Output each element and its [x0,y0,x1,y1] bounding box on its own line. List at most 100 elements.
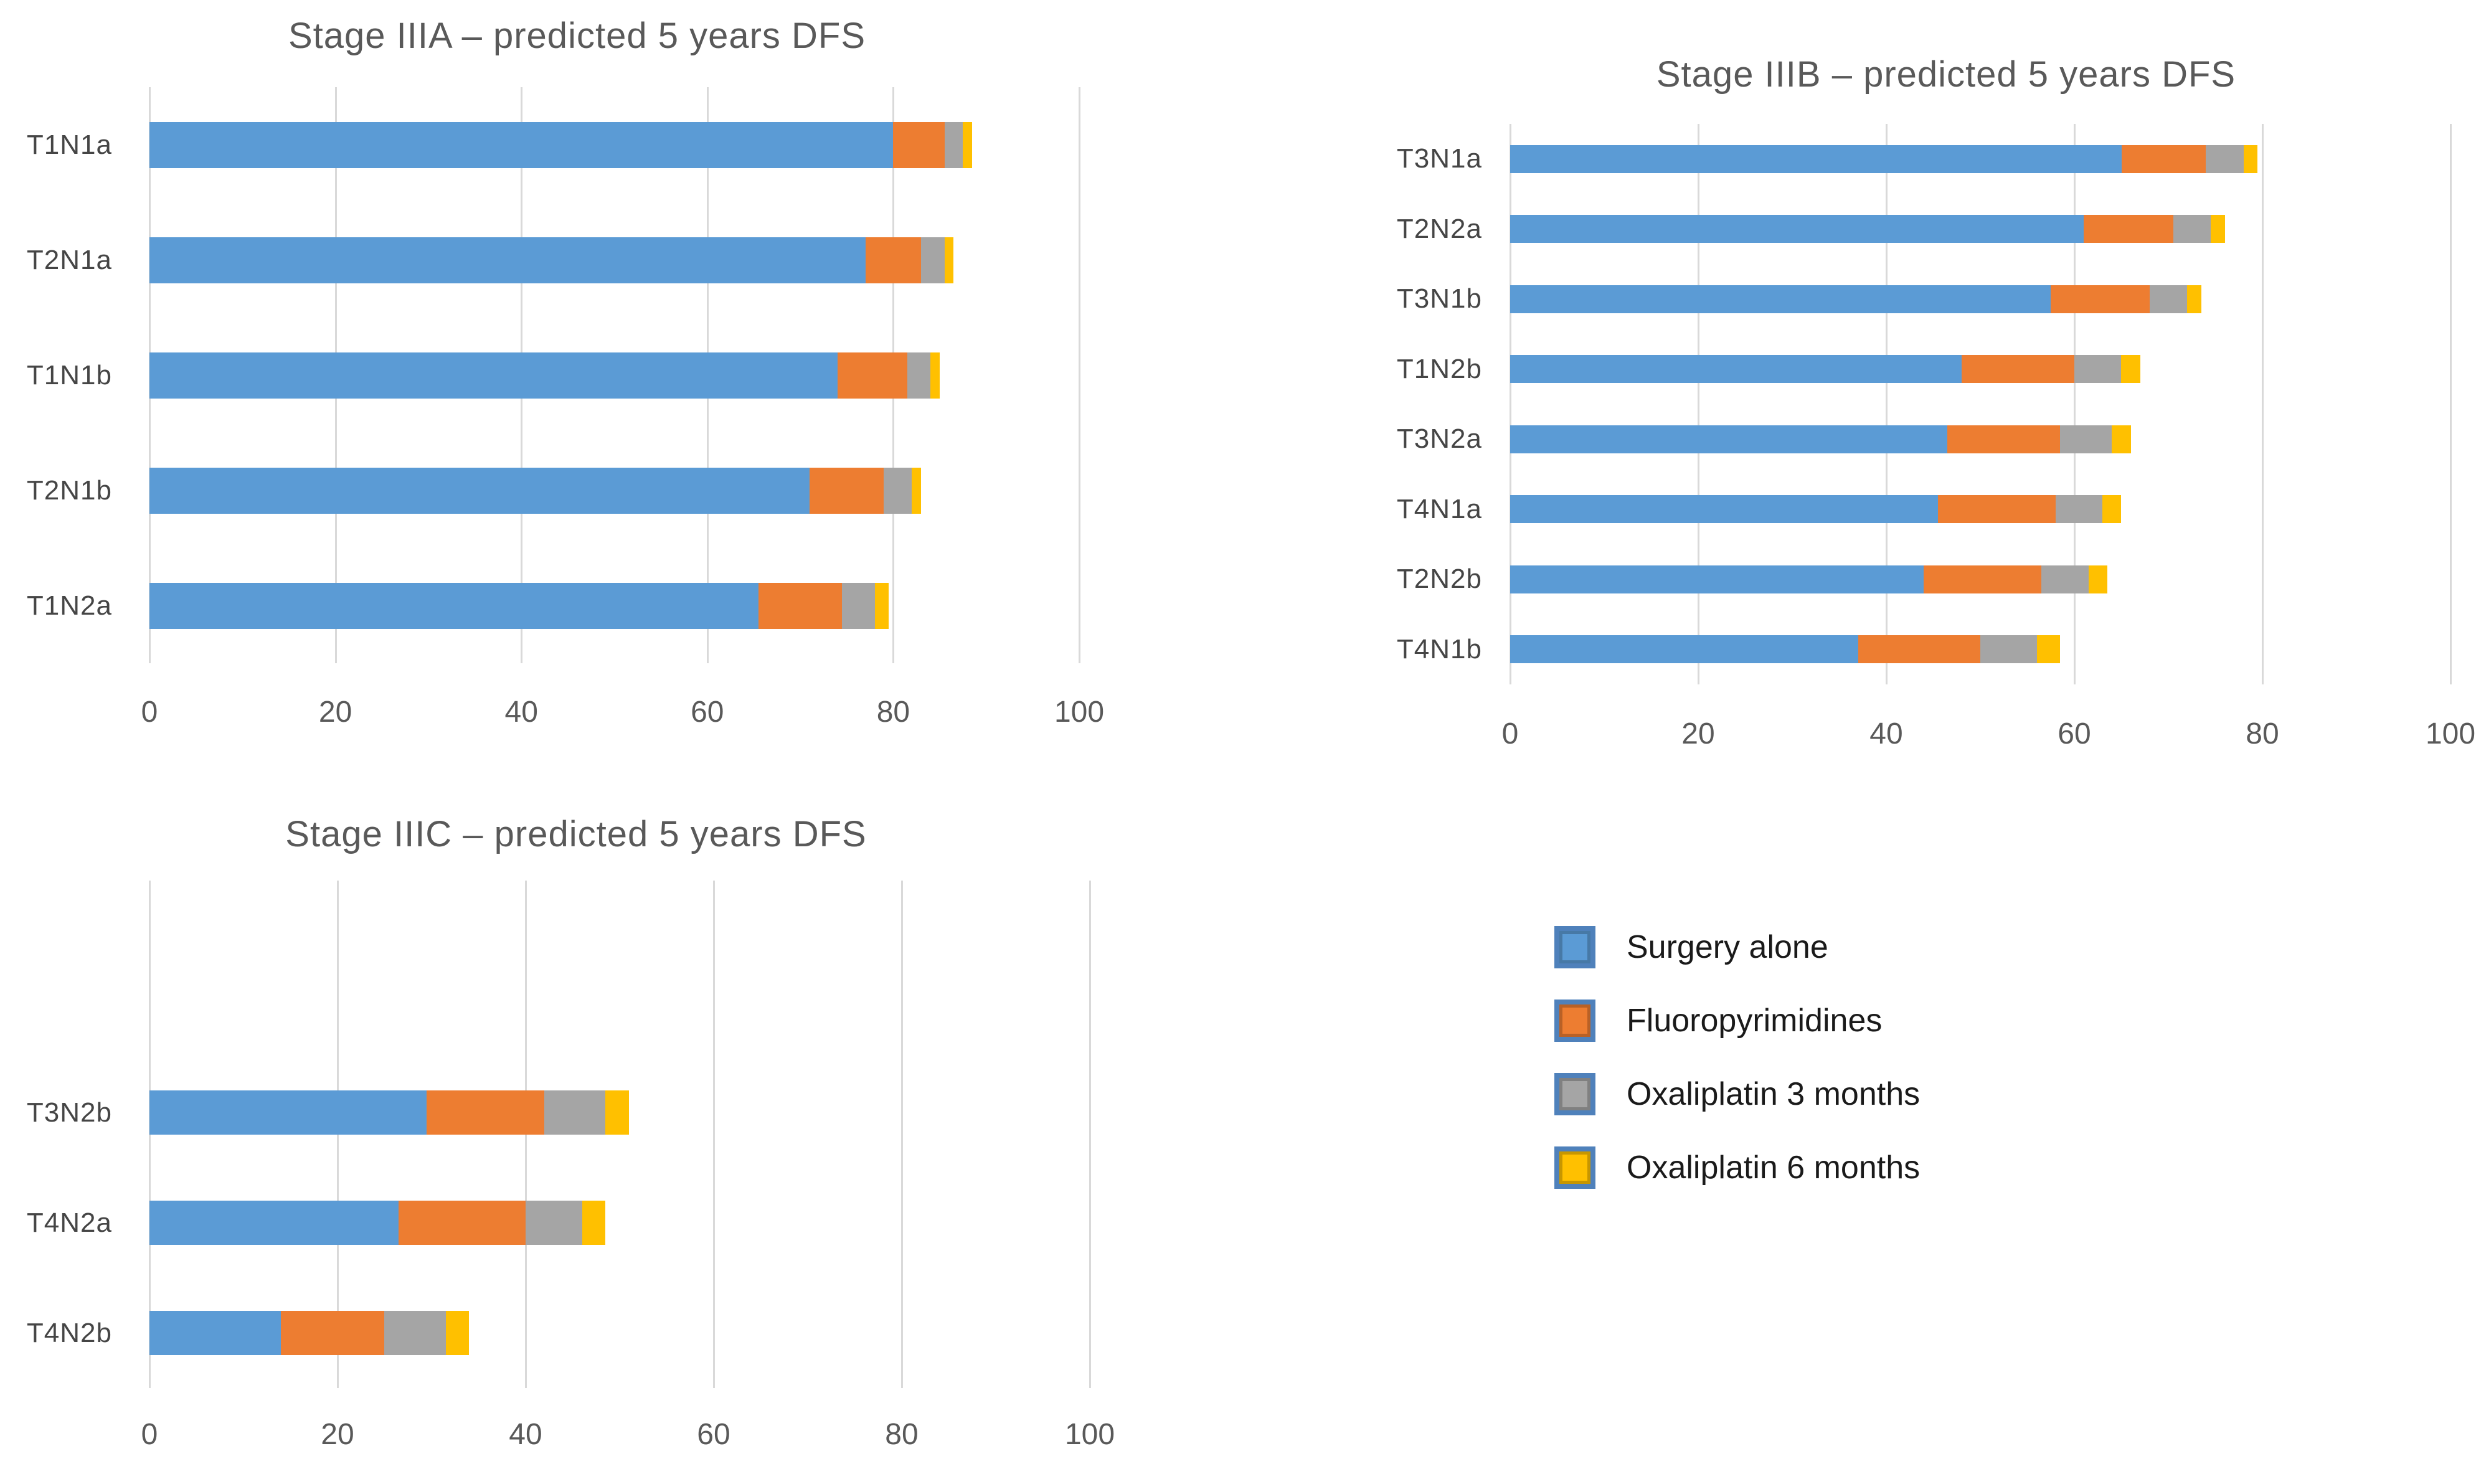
segment-t3n2b-oxaliplatin-3-months [544,1090,606,1135]
category-label-t4n1a: T4N1a [1396,493,1482,524]
segment-t2n2a-oxaliplatin-3-months [2173,215,2211,243]
segment-t3n2b-oxaliplatin-6-months [605,1090,630,1135]
x-tick-60: 60 [691,696,724,729]
legend-swatch-oxaliplatin-6-months [1554,1146,1595,1189]
legend-swatch-surgery-alone [1554,926,1595,968]
stacked-bar-t3n1b [1510,285,2450,313]
category-label-t4n1b: T4N1b [1396,633,1482,664]
bar-row-t3n1a [1510,124,2450,194]
x-tick-20: 20 [1681,717,1715,750]
segment-t1n1a-fluoropyrimidines [893,121,945,168]
x-tick-100: 100 [1054,696,1105,729]
x-tick-80: 80 [2246,717,2279,750]
stacked-bar-t1n2a [149,582,1079,629]
gridline-100 [1089,881,1091,1388]
legend: Surgery alone Fluoropyrimidines Oxalipla… [1554,910,1920,1204]
x-tick-80: 80 [885,1418,919,1451]
segment-t3n1a-fluoropyrimidines [2121,144,2206,173]
segment-t3n2a-oxaliplatin-6-months [2112,425,2131,453]
x-tick-40: 40 [1869,717,1903,750]
segment-t4n1a-fluoropyrimidines [1938,495,2056,524]
x-axis-stage-iiia: 0 20 40 60 80 100 [141,695,1104,732]
segment-t3n2a-surgery-alone [1510,425,1948,453]
segment-t3n2b-fluoropyrimidines [427,1090,545,1135]
segment-t1n2a-fluoropyrimidines [758,582,843,629]
segment-t4n1a-surgery-alone [1510,495,1939,524]
bar-row-t2n1b [149,433,1079,548]
segment-t1n1a-surgery-alone [149,121,894,168]
segment-t3n1b-oxaliplatin-6-months [2187,285,2201,313]
segment-t1n1b-oxaliplatin-3-months [907,352,931,399]
segment-t4n2b-surgery-alone [149,1311,281,1355]
segment-t3n1a-oxaliplatin-6-months [2243,144,2258,173]
segment-t2n2b-fluoropyrimidines [1924,565,2042,593]
stacked-bar-t2n1a [149,237,1079,283]
segment-t1n1b-oxaliplatin-6-months [930,352,940,399]
legend-label-oxaliplatin-6-months: Oxaliplatin 6 months [1627,1150,1921,1186]
segment-t4n1a-oxaliplatin-6-months [2102,495,2122,524]
segment-t2n1a-oxaliplatin-6-months [944,237,954,283]
segment-t2n2a-surgery-alone [1510,215,2084,243]
stacked-bar-t3n2b [149,1090,1090,1135]
segment-t4n1b-oxaliplatin-6-months [2036,635,2061,664]
x-tick-60: 60 [2058,717,2091,750]
segment-t2n2a-oxaliplatin-6-months [2210,215,2225,243]
category-label-t2n2b: T2N2b [1396,564,1482,595]
category-label-t3n1b: T3N1b [1396,283,1482,314]
bar-row-t1n2b [1510,334,2450,405]
segment-t2n2b-oxaliplatin-6-months [2088,565,2107,593]
segment-t4n1b-oxaliplatin-3-months [1980,635,2037,664]
x-tick-100: 100 [1064,1418,1115,1451]
gridline-60 [2074,124,2076,684]
gridline-60 [713,881,715,1388]
segment-t4n2a-oxaliplatin-3-months [525,1201,582,1245]
segment-t4n2a-oxaliplatin-6-months [582,1201,606,1245]
stacked-bar-t2n2a [1510,215,2450,243]
category-label-t3n1a: T3N1a [1396,143,1482,174]
category-label-t2n2a: T2N2a [1396,213,1482,244]
stacked-bar-t1n2b [1510,355,2450,384]
bar-row-t1n2a [149,548,1079,663]
gridline-80 [901,881,903,1388]
segment-t2n1a-surgery-alone [149,237,866,283]
legend-item-oxaliplatin-6-months: Oxaliplatin 6 months [1554,1131,1920,1204]
legend-label-fluoropyrimidines: Fluoropyrimidines [1627,1003,1883,1039]
stacked-bar-t3n1a [1510,144,2450,173]
category-labels-stage-iiic: T3N2b T4N2a T4N2b [0,881,112,1388]
stacked-bar-t1n1a [149,121,1079,168]
segment-t1n2b-oxaliplatin-3-months [2074,355,2122,384]
category-label-t1n2a: T1N2a [26,590,112,621]
bar-row-t2n2a [1510,194,2450,265]
legend-label-surgery-alone: Surgery alone [1627,929,1828,965]
bar-row-t3n2a [1510,404,2450,475]
segment-t3n1b-surgery-alone [1510,285,2051,313]
category-label-t1n1a: T1N1a [26,129,112,160]
x-tick-40: 40 [509,1418,542,1451]
segment-t1n2a-oxaliplatin-6-months [874,582,889,629]
segment-t1n2a-oxaliplatin-3-months [842,582,875,629]
plot-area-stage-iiia [149,87,1080,663]
segment-t1n2b-oxaliplatin-6-months [2121,355,2140,384]
category-label-t2n1b: T2N1b [26,475,112,506]
segment-t3n1a-oxaliplatin-3-months [2206,144,2244,173]
stacked-bar-t4n2b [149,1311,1090,1355]
segment-t4n2a-surgery-alone [149,1201,399,1245]
legend-label-oxaliplatin-3-months: Oxaliplatin 3 months [1627,1076,1921,1112]
stacked-bar-t4n2a [149,1201,1090,1245]
category-label-t4n2b: T4N2b [26,1317,112,1348]
stacked-bar-t4n1b [1510,635,2450,664]
segment-t2n2a-fluoropyrimidines [2084,215,2173,243]
gridline-40 [1886,124,1888,684]
segment-t3n1a-surgery-alone [1510,144,2122,173]
bar-row-t3n1b [1510,264,2450,334]
segment-t1n1a-oxaliplatin-3-months [944,121,963,168]
bar-row-t1n1a [149,87,1079,202]
x-axis-stage-iiic: 0 20 40 60 80 100 [141,1417,1115,1455]
legend-item-oxaliplatin-3-months: Oxaliplatin 3 months [1554,1057,1920,1131]
segment-t4n1a-oxaliplatin-3-months [2055,495,2103,524]
x-axis-stage-iiib: 0 20 40 60 80 100 [1502,717,2475,754]
segment-t3n2a-fluoropyrimidines [1947,425,2061,453]
bar-row-t4n1a [1510,475,2450,545]
plot-area-stage-iiic [149,881,1091,1388]
stacked-bar-t2n1b [149,467,1079,514]
